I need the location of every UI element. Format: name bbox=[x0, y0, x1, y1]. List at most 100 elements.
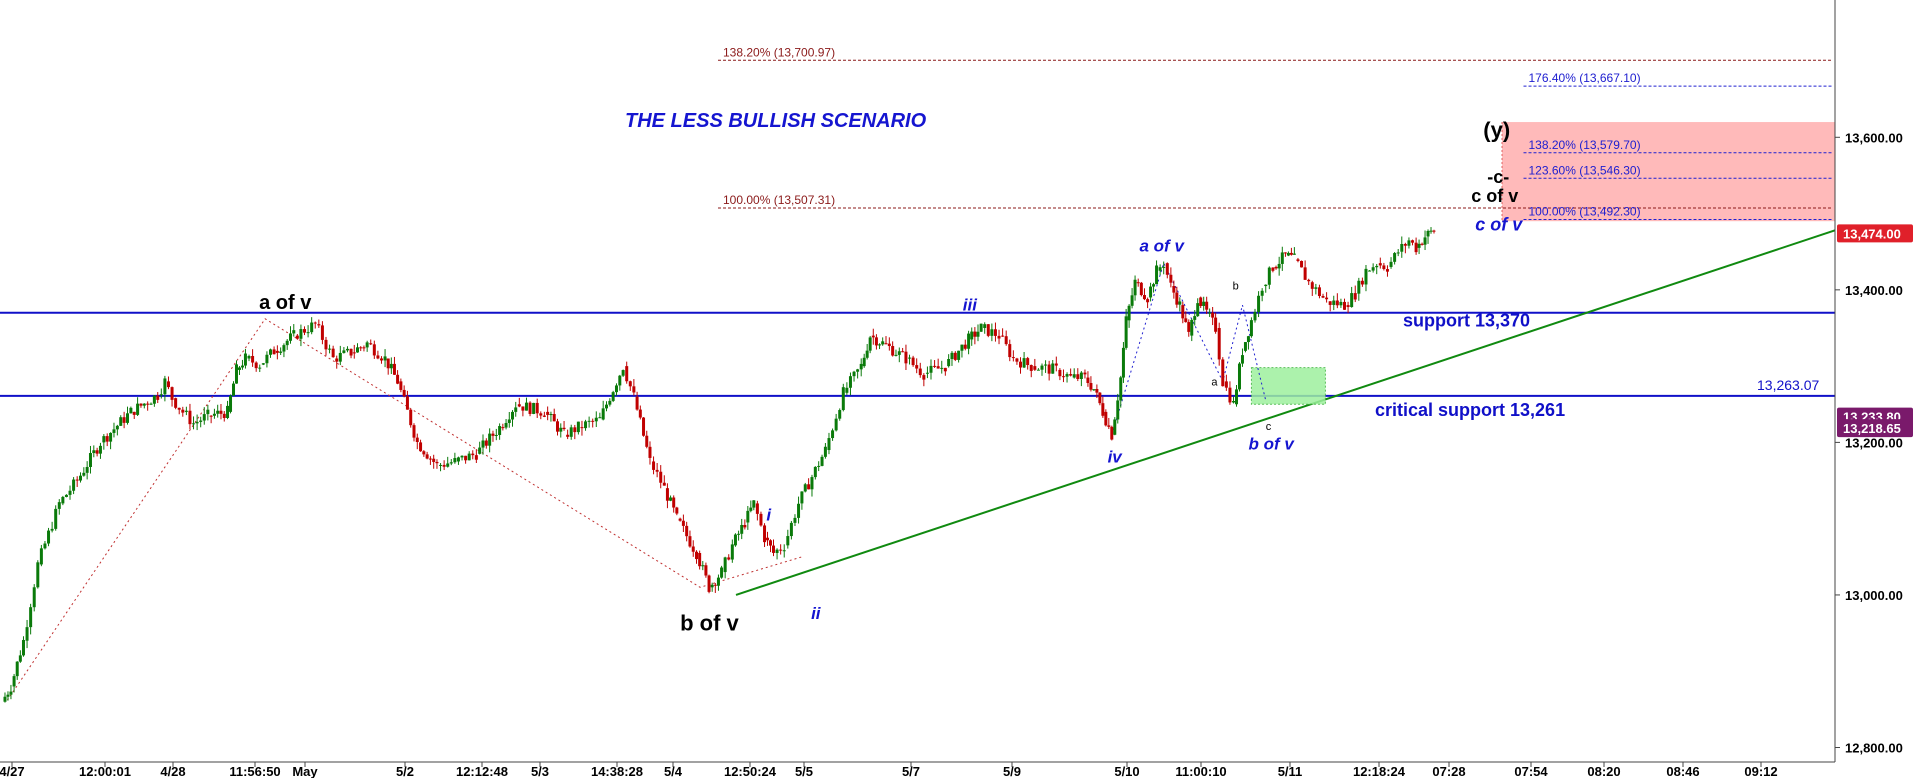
x-tick-label: 4/28 bbox=[160, 764, 185, 778]
candle-body bbox=[1193, 316, 1197, 320]
candle-body bbox=[156, 395, 160, 400]
candle-body bbox=[947, 359, 951, 367]
candle-body bbox=[542, 415, 546, 417]
y-tick-label: 13,600.00 bbox=[1845, 130, 1903, 145]
x-tick-label: 5/9 bbox=[1003, 764, 1021, 778]
candle-body bbox=[507, 419, 511, 423]
candle-body bbox=[632, 386, 636, 393]
candle-body bbox=[324, 339, 328, 350]
candle-body bbox=[1267, 267, 1271, 285]
candle-body bbox=[1124, 316, 1128, 348]
candle-body bbox=[299, 329, 303, 339]
candle-body bbox=[950, 352, 954, 360]
candle-body bbox=[247, 355, 251, 359]
candle-body bbox=[957, 350, 961, 360]
candle-body bbox=[1271, 267, 1275, 271]
y-tick-label: 12,800.00 bbox=[1845, 740, 1903, 755]
candle-body bbox=[645, 435, 649, 447]
candle-body bbox=[85, 466, 89, 473]
candle-body bbox=[1368, 270, 1372, 272]
candle-body bbox=[1158, 267, 1162, 271]
candle-body bbox=[432, 458, 436, 462]
candle-body bbox=[1292, 253, 1296, 255]
candle-body bbox=[43, 543, 47, 549]
candle-body bbox=[1086, 377, 1090, 384]
candle-body bbox=[61, 496, 65, 504]
candle-body bbox=[1190, 319, 1194, 336]
candle-body bbox=[655, 469, 659, 472]
candle-body bbox=[177, 407, 181, 410]
candle-body bbox=[820, 456, 824, 466]
candle-body bbox=[376, 355, 380, 359]
wave-label: b of v bbox=[680, 611, 739, 636]
candle-body bbox=[1411, 240, 1415, 243]
candle-body bbox=[209, 415, 213, 417]
candle-body bbox=[75, 479, 79, 481]
candle-body bbox=[740, 524, 744, 534]
candle-body bbox=[72, 479, 76, 491]
candle-body bbox=[1414, 242, 1418, 253]
candle-body bbox=[1040, 365, 1044, 370]
wave-label: ii bbox=[811, 604, 822, 623]
candle-body bbox=[29, 607, 33, 628]
fib-level-label: 100.00% (13,492.30) bbox=[1529, 204, 1641, 218]
candle-body bbox=[1162, 266, 1166, 268]
candle-body bbox=[1047, 364, 1051, 374]
candle-body bbox=[1172, 286, 1176, 293]
price-tag-bg bbox=[1837, 419, 1913, 438]
trend-line bbox=[735, 229, 1836, 596]
candle-body bbox=[834, 418, 838, 431]
candle-body bbox=[102, 436, 106, 443]
x-tick-label: 5/7 bbox=[902, 764, 920, 778]
candle-body bbox=[584, 421, 588, 429]
fib-level-label: 138.20% (13,700.97) bbox=[723, 45, 835, 59]
candle-body bbox=[1026, 358, 1030, 366]
candle-body bbox=[415, 437, 419, 442]
candle-body bbox=[1417, 243, 1421, 248]
candle-body bbox=[234, 364, 238, 384]
candle-body bbox=[166, 381, 170, 388]
candle-body bbox=[105, 436, 109, 442]
candle-body bbox=[163, 378, 167, 395]
support-value-label: 13,263.07 bbox=[1757, 377, 1819, 393]
candle-body bbox=[159, 394, 163, 396]
candle-body bbox=[713, 584, 717, 586]
candle-body bbox=[549, 414, 553, 416]
support-label: support 13,370 bbox=[1403, 311, 1530, 331]
candle-body bbox=[737, 533, 741, 535]
candle-body bbox=[1307, 279, 1311, 282]
candle-body bbox=[484, 440, 488, 446]
candle-body bbox=[1019, 361, 1023, 368]
candle-body bbox=[494, 434, 498, 436]
candle-body bbox=[691, 546, 695, 552]
candle-body bbox=[460, 455, 464, 458]
candle-body bbox=[675, 507, 679, 514]
candle-body bbox=[1065, 374, 1069, 377]
candle-body bbox=[1343, 301, 1346, 310]
x-tick-label: 07:54 bbox=[1514, 764, 1548, 778]
y-tick-label: 13,400.00 bbox=[1845, 283, 1903, 298]
candle-body bbox=[576, 421, 580, 433]
candle-body bbox=[362, 347, 366, 349]
candle-body bbox=[517, 404, 521, 407]
candle-body bbox=[1029, 365, 1033, 371]
candle-body bbox=[1303, 267, 1307, 280]
candle-body bbox=[716, 577, 720, 586]
candle-body bbox=[628, 381, 632, 387]
candle-body bbox=[115, 425, 119, 430]
candle-body bbox=[442, 464, 446, 467]
candle-body bbox=[1083, 372, 1087, 375]
candle-body bbox=[993, 329, 997, 336]
candle-body bbox=[730, 544, 734, 560]
candle-body bbox=[1079, 372, 1083, 379]
candle-body bbox=[1054, 363, 1058, 366]
candle-body bbox=[1332, 300, 1336, 305]
candle-body bbox=[402, 389, 406, 397]
candle-body bbox=[188, 410, 192, 425]
candle-body bbox=[68, 490, 72, 495]
candle-body bbox=[39, 548, 43, 565]
candle-body bbox=[261, 363, 265, 365]
candle-body bbox=[635, 396, 639, 410]
candle-body bbox=[566, 434, 570, 437]
candle-body bbox=[15, 661, 19, 677]
